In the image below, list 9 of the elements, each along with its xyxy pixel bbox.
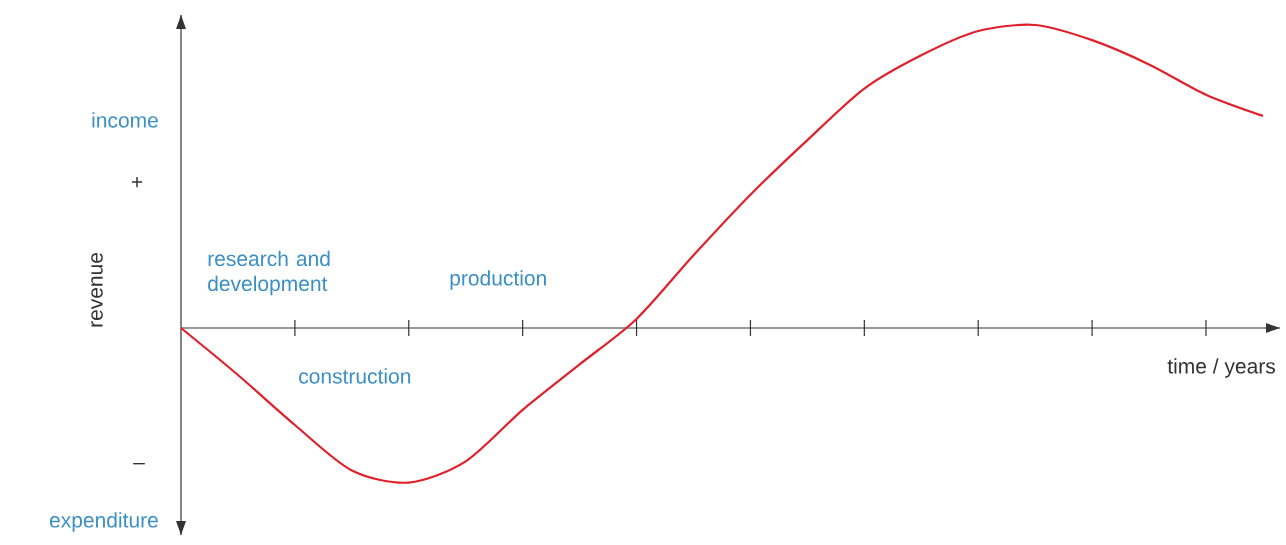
text: + bbox=[131, 176, 143, 188]
text: expenditure bbox=[49, 512, 158, 532]
text: – bbox=[133, 462, 145, 465]
annotation: research and development bbox=[208, 250, 330, 296]
annotation: construction bbox=[299, 368, 411, 384]
y-axis-title: revenue bbox=[91, 252, 103, 327]
text: income bbox=[92, 112, 158, 128]
x-axis-title: time / years bbox=[1167, 358, 1276, 378]
annotation: production bbox=[450, 270, 546, 290]
